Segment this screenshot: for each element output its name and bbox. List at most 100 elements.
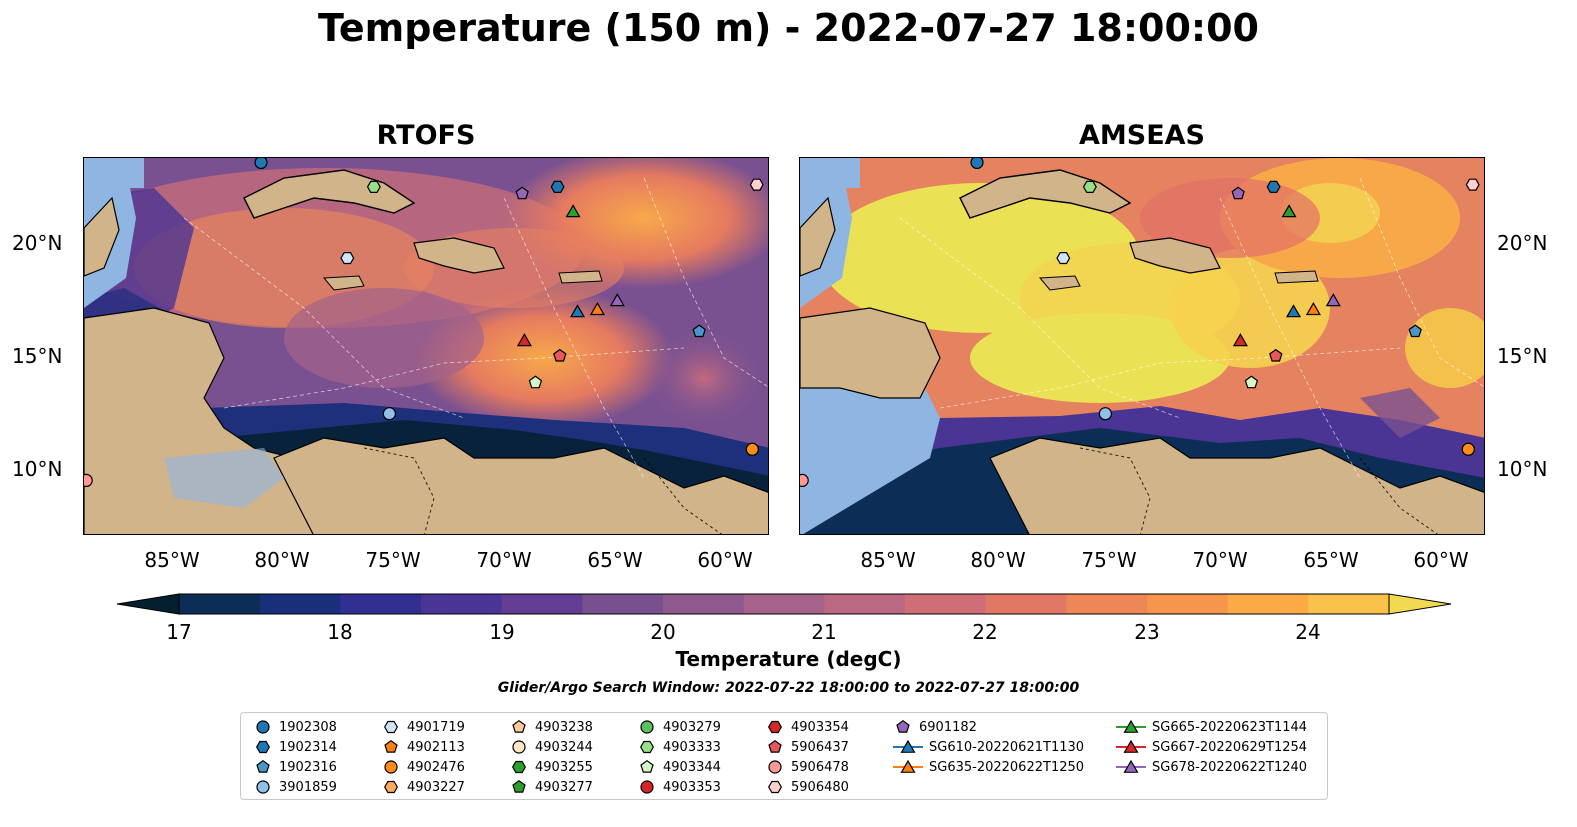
legend-marker-icon — [896, 719, 910, 733]
legend-marker-icon — [1116, 759, 1146, 773]
obs-marker-sg610-20220621t1130 — [569, 304, 586, 318]
obs-marker-sg635-20220622t1250 — [1305, 301, 1321, 316]
legend-marker-icon — [512, 719, 526, 733]
legend-item: 4903238 — [509, 717, 593, 737]
obs-marker-5906437 — [1269, 348, 1283, 362]
legend-label: SG667-20220629T1254 — [1152, 739, 1308, 755]
legend-item: 4903353 — [637, 777, 721, 797]
map-amseas-canvas — [800, 158, 1484, 534]
legend-label: SG678-20220622T1240 — [1152, 759, 1308, 775]
panel-title-rtofs: RTOFS — [376, 120, 476, 151]
obs-marker-1902316 — [692, 324, 706, 338]
legend-label: 4902476 — [407, 759, 465, 775]
colorbar-segment — [259, 594, 341, 614]
legend-label: 5906478 — [791, 759, 849, 775]
legend-item: 1902314 — [253, 737, 337, 757]
obs-marker-sg667-20220629t1254 — [516, 333, 532, 347]
legend-item: 4901719 — [381, 717, 465, 737]
lat-label-10n-right: 10°N — [1497, 457, 1548, 481]
legend-marker-icon — [640, 780, 654, 794]
legend-item: 4903279 — [637, 717, 721, 737]
colorbar-tick-22: 22 — [972, 620, 998, 644]
legend-label: 4903279 — [663, 719, 721, 735]
legend-label: 3901859 — [279, 779, 337, 795]
colorbar — [117, 593, 1451, 615]
colorbar-tick-18: 18 — [327, 620, 353, 644]
obs-marker-sg635-20220622t1250 — [589, 301, 605, 316]
legend-marker-icon — [512, 740, 526, 754]
obs-marker-1902314 — [1266, 180, 1281, 194]
colorbar-segment — [1227, 594, 1309, 614]
obs-marker-sg610-20220621t1130 — [1285, 304, 1302, 318]
amseas-obs-markers — [800, 158, 1480, 488]
lat-label-20n-right: 20°N — [1497, 231, 1548, 255]
colorbar-segment — [1308, 594, 1390, 614]
lat-label-15n: 15°N — [12, 344, 63, 368]
obs-marker-5906478 — [84, 473, 93, 488]
legend-item: 4903333 — [637, 737, 721, 757]
legend-item: 4902113 — [381, 737, 465, 757]
obs-marker-sg678-20220622t1240 — [1325, 293, 1341, 307]
legend-marker-icon — [768, 720, 782, 734]
obs-marker-4903333 — [1082, 180, 1097, 194]
colorbar-tick-24: 24 — [1295, 620, 1321, 644]
legend-label: 4903333 — [663, 739, 721, 755]
map-amseas — [799, 157, 1485, 535]
legend-marker-icon — [768, 760, 782, 774]
legend-label: 4903244 — [535, 739, 593, 755]
legend-item: 5906437 — [765, 737, 849, 757]
colorbar-segment — [663, 594, 745, 614]
lon-label-85w-right: 85°W — [860, 548, 916, 572]
legend: 1902308 1902314 1902316 3901859 4901719 49021… — [240, 712, 1328, 800]
obs-marker-sg665-20220623t1144 — [565, 204, 581, 218]
legend-item: 4903354 — [765, 717, 849, 737]
colorbar-tick-17: 17 — [166, 620, 192, 644]
legend-label: 1902316 — [279, 759, 337, 775]
obs-marker-3901859 — [1098, 407, 1112, 421]
legend-label: 4901719 — [407, 719, 465, 735]
obs-marker-sg667-20220629t1254 — [1232, 333, 1248, 347]
colorbar-tick-19: 19 — [489, 620, 515, 644]
legend-marker-icon — [893, 739, 923, 753]
lon-label-85w: 85°W — [144, 548, 200, 572]
legend-column: 6901182 SG610-20220621T1130 SG635-20220622… — [893, 717, 1084, 777]
legend-item: 5906478 — [765, 757, 849, 777]
legend-marker-icon — [384, 720, 398, 734]
colorbar-tick-20: 20 — [650, 620, 676, 644]
legend-item: SG667-20220629T1254 — [1116, 737, 1307, 757]
colorbar-segment — [824, 594, 906, 614]
legend-label: 5906437 — [791, 739, 849, 755]
legend-label: 4903255 — [535, 759, 593, 775]
colorbar-extend-high — [1388, 593, 1451, 615]
lon-label-80w-right: 80°W — [970, 548, 1026, 572]
legend-item: SG665-20220623T1144 — [1116, 717, 1307, 737]
colorbar-tick-23: 23 — [1134, 620, 1160, 644]
legend-marker-icon — [640, 759, 654, 773]
legend-column: 4903354 5906437 5906478 5906480 — [765, 717, 849, 797]
lat-label-15n-right: 15°N — [1497, 344, 1548, 368]
figure-title: Temperature (150 m) - 2022-07-27 18:00:0… — [317, 6, 1259, 50]
legend-label: 4903353 — [663, 779, 721, 795]
obs-marker-4903344 — [1244, 375, 1259, 389]
legend-marker-icon — [512, 760, 526, 774]
legend-item: 4902476 — [381, 757, 465, 777]
legend-item: 1902308 — [253, 717, 337, 737]
lon-label-70w-right: 70°W — [1192, 548, 1248, 572]
legend-marker-icon — [768, 780, 782, 794]
legend-marker-icon — [640, 720, 654, 734]
obs-marker-6901182 — [1231, 186, 1245, 200]
obs-marker-3901859 — [382, 407, 396, 421]
legend-label: 4903238 — [535, 719, 593, 735]
obs-marker-5906437 — [553, 348, 567, 362]
legend-label: 4903277 — [535, 779, 593, 795]
legend-label: 1902308 — [279, 719, 337, 735]
rtofs-obs-markers — [84, 158, 764, 488]
legend-item: 1902316 — [253, 757, 337, 777]
obs-marker-1902316 — [1408, 324, 1422, 338]
legend-label: SG635-20220622T1250 — [929, 759, 1085, 775]
legend-column: 1902308 1902314 1902316 3901859 — [253, 717, 337, 797]
obs-marker-4901719 — [1056, 251, 1071, 265]
obs-marker-4902476 — [745, 442, 759, 456]
legend-item: 6901182 — [893, 717, 1084, 737]
obs-marker-sg665-20220623t1144 — [1281, 204, 1297, 218]
